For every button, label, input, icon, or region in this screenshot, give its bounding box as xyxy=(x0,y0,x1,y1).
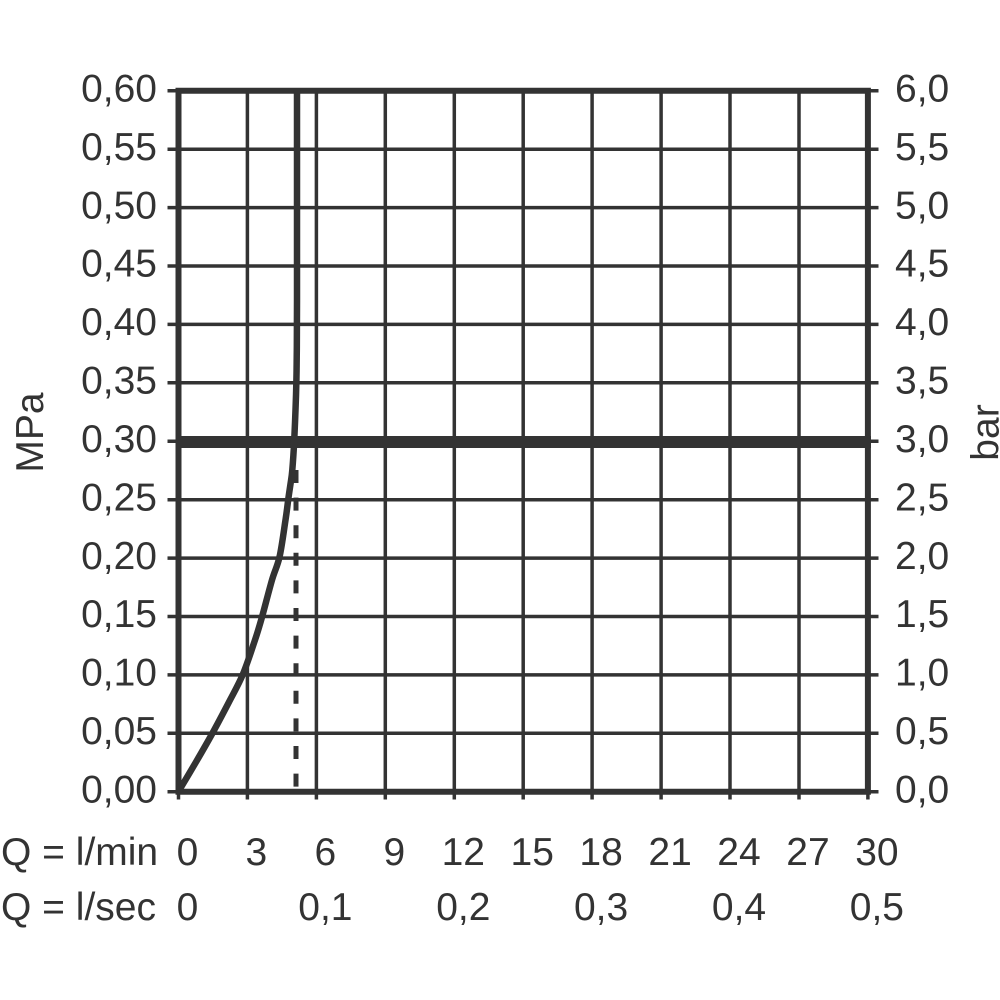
svg-text:27: 27 xyxy=(786,831,829,874)
svg-text:0,5: 0,5 xyxy=(895,710,949,753)
svg-text:3,5: 3,5 xyxy=(895,360,949,403)
svg-text:0,10: 0,10 xyxy=(81,652,157,695)
svg-text:0,55: 0,55 xyxy=(81,126,157,169)
svg-text:0,5: 0,5 xyxy=(850,886,904,929)
svg-text:Q = l/sec: Q = l/sec xyxy=(1,886,156,929)
svg-text:0,45: 0,45 xyxy=(81,243,157,286)
svg-text:Q = l/min: Q = l/min xyxy=(1,831,158,874)
svg-text:0,3: 0,3 xyxy=(574,886,628,929)
svg-text:5,5: 5,5 xyxy=(895,126,949,169)
svg-text:0,35: 0,35 xyxy=(81,360,157,403)
svg-text:MPa: MPa xyxy=(9,392,52,473)
svg-text:0: 0 xyxy=(177,831,199,874)
svg-text:bar: bar xyxy=(965,404,1000,460)
svg-text:0,2: 0,2 xyxy=(436,886,490,929)
svg-text:0,0: 0,0 xyxy=(895,769,949,812)
svg-text:0,30: 0,30 xyxy=(81,418,157,461)
svg-text:5,0: 5,0 xyxy=(895,184,949,227)
svg-text:24: 24 xyxy=(717,831,760,874)
svg-text:0,05: 0,05 xyxy=(81,710,157,753)
svg-text:0,60: 0,60 xyxy=(81,68,157,111)
svg-text:9: 9 xyxy=(383,831,405,874)
svg-text:12: 12 xyxy=(442,831,485,874)
svg-text:18: 18 xyxy=(579,831,622,874)
svg-text:1,0: 1,0 xyxy=(895,652,949,695)
svg-text:3: 3 xyxy=(246,831,268,874)
svg-text:6: 6 xyxy=(315,831,337,874)
svg-text:0: 0 xyxy=(177,886,199,929)
svg-text:0,40: 0,40 xyxy=(81,301,157,344)
svg-text:2,0: 2,0 xyxy=(895,535,949,578)
svg-text:0,1: 0,1 xyxy=(298,886,352,929)
svg-text:4,5: 4,5 xyxy=(895,243,949,286)
svg-text:6,0: 6,0 xyxy=(895,68,949,111)
svg-text:0,4: 0,4 xyxy=(712,886,766,929)
svg-text:0,50: 0,50 xyxy=(81,184,157,227)
svg-text:4,0: 4,0 xyxy=(895,301,949,344)
svg-text:0,15: 0,15 xyxy=(81,593,157,636)
svg-text:0,25: 0,25 xyxy=(81,476,157,519)
svg-text:0,20: 0,20 xyxy=(81,535,157,578)
svg-text:15: 15 xyxy=(511,831,554,874)
svg-text:3,0: 3,0 xyxy=(895,418,949,461)
svg-text:21: 21 xyxy=(648,831,691,874)
svg-text:0,00: 0,00 xyxy=(81,769,157,812)
svg-text:30: 30 xyxy=(855,831,898,874)
svg-text:2,5: 2,5 xyxy=(895,476,949,519)
svg-text:1,5: 1,5 xyxy=(895,593,949,636)
